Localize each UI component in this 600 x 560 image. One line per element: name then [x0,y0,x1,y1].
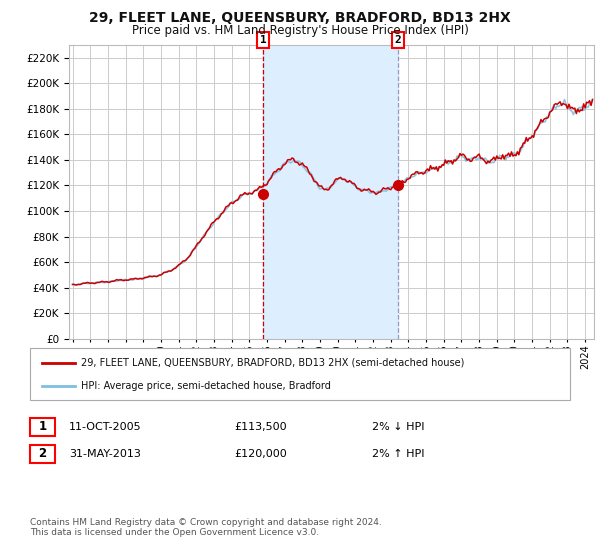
Text: 2% ↓ HPI: 2% ↓ HPI [372,422,425,432]
Text: Price paid vs. HM Land Registry's House Price Index (HPI): Price paid vs. HM Land Registry's House … [131,24,469,36]
Text: 1: 1 [260,35,266,45]
Text: 2: 2 [38,447,47,460]
Text: HPI: Average price, semi-detached house, Bradford: HPI: Average price, semi-detached house,… [81,381,331,391]
Text: Contains HM Land Registry data © Crown copyright and database right 2024.
This d: Contains HM Land Registry data © Crown c… [30,518,382,538]
Text: £113,500: £113,500 [234,422,287,432]
Text: 29, FLEET LANE, QUEENSBURY, BRADFORD, BD13 2HX: 29, FLEET LANE, QUEENSBURY, BRADFORD, BD… [89,11,511,25]
Text: 11-OCT-2005: 11-OCT-2005 [69,422,142,432]
Text: £120,000: £120,000 [234,449,287,459]
Text: 2: 2 [395,35,401,45]
Bar [263,45,398,339]
Text: 2% ↑ HPI: 2% ↑ HPI [372,449,425,459]
Text: 1: 1 [38,420,47,433]
Text: 31-MAY-2013: 31-MAY-2013 [69,449,141,459]
Text: 29, FLEET LANE, QUEENSBURY, BRADFORD, BD13 2HX (semi-detached house): 29, FLEET LANE, QUEENSBURY, BRADFORD, BD… [81,358,464,368]
